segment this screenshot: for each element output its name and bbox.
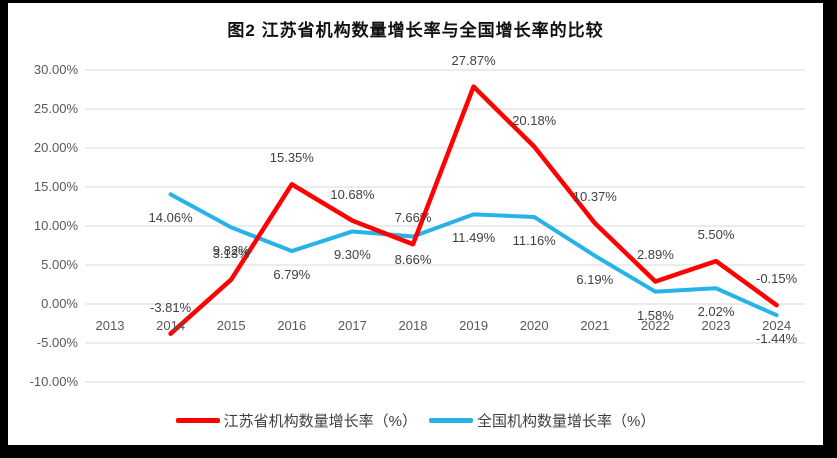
legend-label: 全国机构数量增长率（%）	[477, 413, 656, 430]
series-line	[168, 84, 779, 336]
legend-item: 江苏省机构数量增长率（%）	[175, 410, 417, 431]
legend-item: 全国机构数量增长率（%）	[429, 410, 655, 431]
chart-plot-area	[85, 69, 805, 383]
legend-line-swatch	[175, 418, 220, 423]
legend-line-swatch	[429, 418, 473, 423]
chart-legend: 江苏省机构数量增长率（%） 全国机构数量增长率（%）	[8, 410, 823, 431]
series-line	[168, 192, 779, 318]
chart-title: 图2 江苏省机构数量增长率与全国增长率的比较	[227, 21, 604, 40]
legend-label: 江苏省机构数量增长率（%）	[223, 413, 417, 430]
chart-panel: 30.00% 25.00% 20.00% 15.00% 10.00% 5.00% 0.00%…	[8, 3, 823, 445]
